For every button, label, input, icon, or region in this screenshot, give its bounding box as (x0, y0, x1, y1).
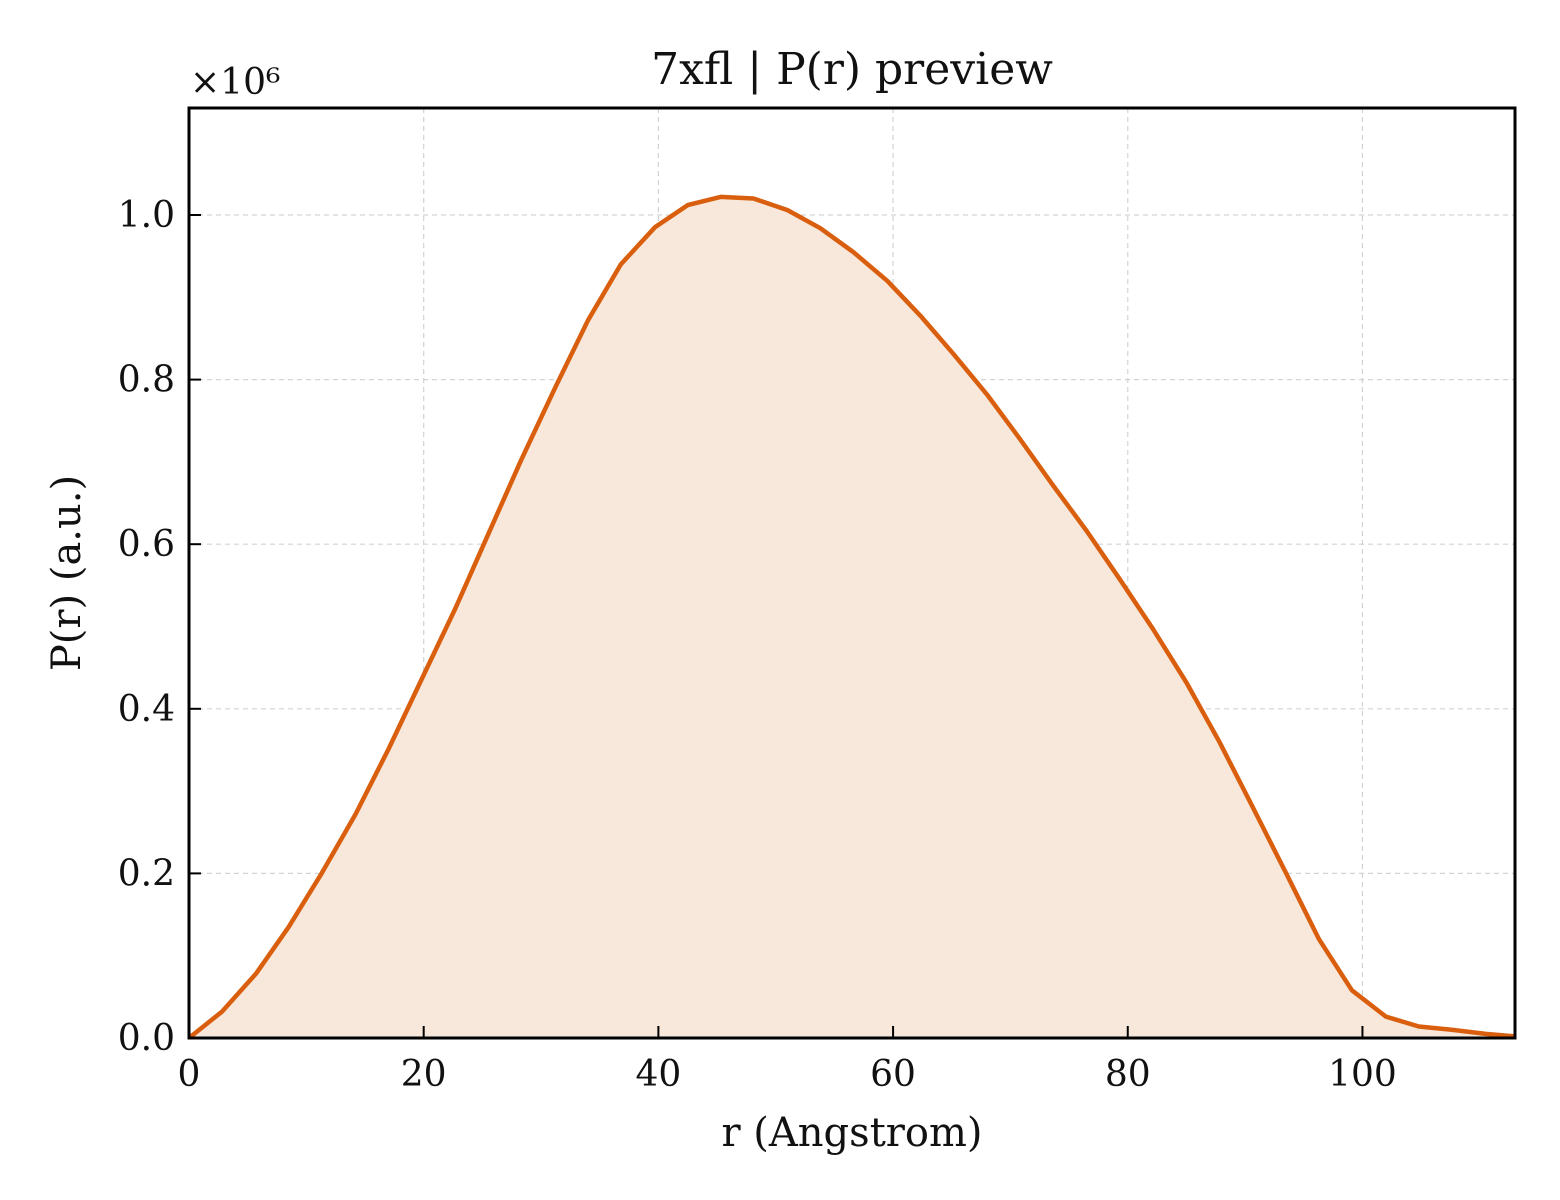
y-tick-label: 0.4 (118, 689, 175, 730)
series-line (187, 194, 1516, 1040)
y-tick-label: 0.0 (118, 1018, 175, 1059)
y-tick-label: 1.0 (118, 195, 175, 236)
plot-frame (187, 106, 1517, 1040)
y-tick-label: 0.2 (118, 853, 175, 894)
x-tick-label: 20 (401, 1054, 447, 1095)
tick-layer: 0 20 40 60 80 100 0.0 0.2 0.4 0.6 0.8 1.0 (118, 195, 1397, 1095)
y-tick-label: 0.6 (118, 524, 175, 565)
area-fill (189, 196, 1515, 1038)
x-tick-label: 80 (1105, 1054, 1151, 1095)
y-axis-multiplier: ×10⁶ (190, 62, 280, 103)
x-tick-label: 100 (1328, 1054, 1397, 1095)
y-axis-title: P(r) (a.u.) (44, 475, 90, 671)
x-tick-label: 40 (635, 1054, 681, 1095)
x-axis-title: r (Angstrom) (721, 1110, 982, 1156)
y-tick-label: 0.8 (118, 360, 175, 401)
x-tick-label: 60 (870, 1054, 916, 1095)
x-tick-label: 0 (178, 1054, 201, 1095)
chart-title: 7xfl | P(r) preview (651, 44, 1053, 95)
